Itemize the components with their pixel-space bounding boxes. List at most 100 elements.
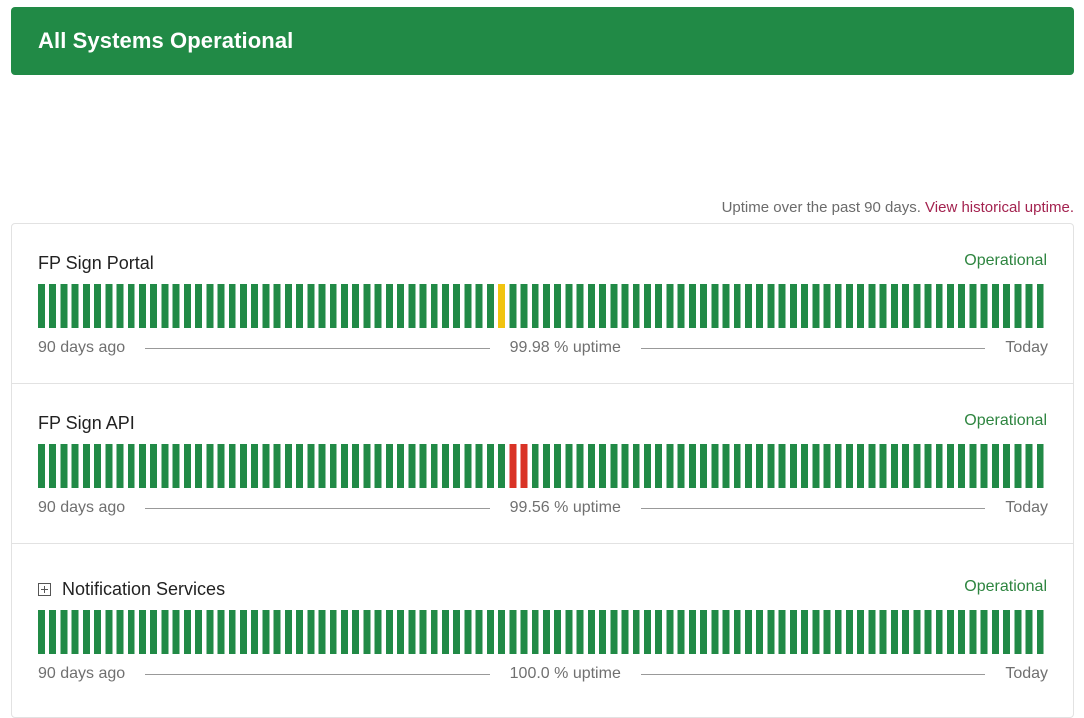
uptime-day-bar[interactable]	[857, 444, 865, 488]
uptime-day-bar[interactable]	[509, 444, 517, 488]
component-group-toggle[interactable]: Notification Services	[38, 579, 225, 600]
uptime-day-bar[interactable]	[498, 610, 506, 654]
uptime-day-bar[interactable]	[576, 284, 584, 328]
uptime-day-bar[interactable]	[913, 284, 921, 328]
uptime-day-bar[interactable]	[296, 444, 304, 488]
uptime-day-bar[interactable]	[644, 444, 651, 488]
uptime-day-bar[interactable]	[655, 444, 663, 488]
uptime-day-bar[interactable]	[543, 610, 550, 654]
uptime-day-bar[interactable]	[846, 610, 853, 654]
uptime-day-bar[interactable]	[666, 444, 674, 488]
uptime-day-bar[interactable]	[980, 610, 988, 654]
uptime-day-bar[interactable]	[969, 444, 977, 488]
uptime-day-bar[interactable]	[329, 284, 337, 328]
uptime-day-bar[interactable]	[172, 444, 180, 488]
uptime-day-bar[interactable]	[812, 284, 820, 328]
uptime-day-bar[interactable]	[587, 610, 595, 654]
uptime-day-bar[interactable]	[655, 284, 663, 328]
uptime-day-bar[interactable]	[228, 610, 236, 654]
uptime-day-bar[interactable]	[531, 444, 539, 488]
uptime-day-bar[interactable]	[632, 610, 640, 654]
uptime-day-bar[interactable]	[621, 610, 629, 654]
uptime-day-bar[interactable]	[947, 610, 954, 654]
uptime-day-bar[interactable]	[913, 444, 921, 488]
uptime-day-bar[interactable]	[1025, 444, 1033, 488]
uptime-day-bar[interactable]	[543, 444, 550, 488]
uptime-day-bar[interactable]	[700, 444, 708, 488]
uptime-day-bar[interactable]	[352, 610, 360, 654]
uptime-day-bar[interactable]	[935, 284, 943, 328]
view-historical-uptime-link[interactable]: View historical uptime.	[925, 199, 1074, 216]
uptime-day-bar[interactable]	[980, 444, 988, 488]
uptime-day-bar[interactable]	[789, 444, 797, 488]
uptime-day-bar[interactable]	[991, 610, 999, 654]
uptime-day-bar[interactable]	[284, 444, 292, 488]
uptime-day-bar[interactable]	[453, 444, 461, 488]
uptime-day-bar[interactable]	[621, 444, 629, 488]
uptime-day-bar[interactable]	[38, 284, 45, 328]
uptime-day-bar[interactable]	[217, 610, 225, 654]
uptime-day-bar[interactable]	[677, 284, 685, 328]
uptime-day-bar[interactable]	[464, 610, 472, 654]
uptime-day-bar[interactable]	[94, 444, 102, 488]
uptime-day-bar[interactable]	[1036, 444, 1044, 488]
uptime-day-bar[interactable]	[486, 444, 494, 488]
uptime-day-bar[interactable]	[531, 610, 539, 654]
uptime-day-bar[interactable]	[688, 610, 696, 654]
uptime-day-bar[interactable]	[745, 610, 752, 654]
uptime-day-bar[interactable]	[307, 610, 315, 654]
uptime-day-bar[interactable]	[408, 444, 416, 488]
uptime-day-bar[interactable]	[105, 610, 113, 654]
uptime-day-bar[interactable]	[778, 610, 786, 654]
uptime-day-bar[interactable]	[217, 444, 225, 488]
uptime-day-bar[interactable]	[385, 610, 393, 654]
uptime-day-bar[interactable]	[644, 284, 651, 328]
uptime-day-bar[interactable]	[374, 444, 382, 488]
uptime-day-bar[interactable]	[116, 610, 124, 654]
uptime-day-bar[interactable]	[363, 284, 371, 328]
uptime-day-bar[interactable]	[105, 444, 113, 488]
uptime-day-bar[interactable]	[38, 444, 45, 488]
uptime-day-bar[interactable]	[756, 444, 764, 488]
uptime-day-bar[interactable]	[296, 610, 304, 654]
uptime-day-bar[interactable]	[868, 610, 876, 654]
uptime-day-bar[interactable]	[890, 610, 898, 654]
uptime-day-bar[interactable]	[846, 444, 853, 488]
uptime-day-bar[interactable]	[475, 444, 483, 488]
uptime-day-bar[interactable]	[801, 284, 809, 328]
uptime-day-bar[interactable]	[767, 444, 775, 488]
uptime-day-bar[interactable]	[251, 610, 259, 654]
uptime-day-bar[interactable]	[273, 444, 281, 488]
uptime-day-bar[interactable]	[958, 444, 966, 488]
uptime-day-bar[interactable]	[587, 284, 595, 328]
uptime-day-bar[interactable]	[341, 284, 348, 328]
uptime-day-bar[interactable]	[599, 610, 607, 654]
uptime-day-bar[interactable]	[778, 284, 786, 328]
uptime-day-bar[interactable]	[935, 610, 943, 654]
uptime-day-bar[interactable]	[38, 610, 45, 654]
uptime-day-bar[interactable]	[385, 444, 393, 488]
uptime-day-bar[interactable]	[385, 284, 393, 328]
uptime-day-bar[interactable]	[71, 444, 79, 488]
uptime-day-bar[interactable]	[228, 444, 236, 488]
uptime-day-bar[interactable]	[150, 610, 158, 654]
uptime-day-bar[interactable]	[733, 284, 741, 328]
uptime-day-bar[interactable]	[969, 284, 977, 328]
uptime-day-bar[interactable]	[71, 610, 79, 654]
uptime-day-bar[interactable]	[363, 444, 371, 488]
uptime-day-bar[interactable]	[172, 284, 180, 328]
uptime-day-bar[interactable]	[879, 284, 887, 328]
uptime-day-bar[interactable]	[1025, 284, 1033, 328]
uptime-day-bar[interactable]	[341, 444, 348, 488]
uptime-day-bar[interactable]	[419, 444, 427, 488]
uptime-day-bar[interactable]	[722, 284, 730, 328]
uptime-day-bar[interactable]	[273, 610, 281, 654]
uptime-day-bar[interactable]	[711, 610, 719, 654]
uptime-day-bar[interactable]	[509, 284, 517, 328]
uptime-day-bar[interactable]	[172, 610, 180, 654]
uptime-day-bar[interactable]	[509, 610, 517, 654]
uptime-day-bar[interactable]	[1003, 610, 1011, 654]
uptime-day-bar[interactable]	[1014, 284, 1022, 328]
uptime-day-bar[interactable]	[924, 284, 932, 328]
uptime-day-bar[interactable]	[969, 610, 977, 654]
